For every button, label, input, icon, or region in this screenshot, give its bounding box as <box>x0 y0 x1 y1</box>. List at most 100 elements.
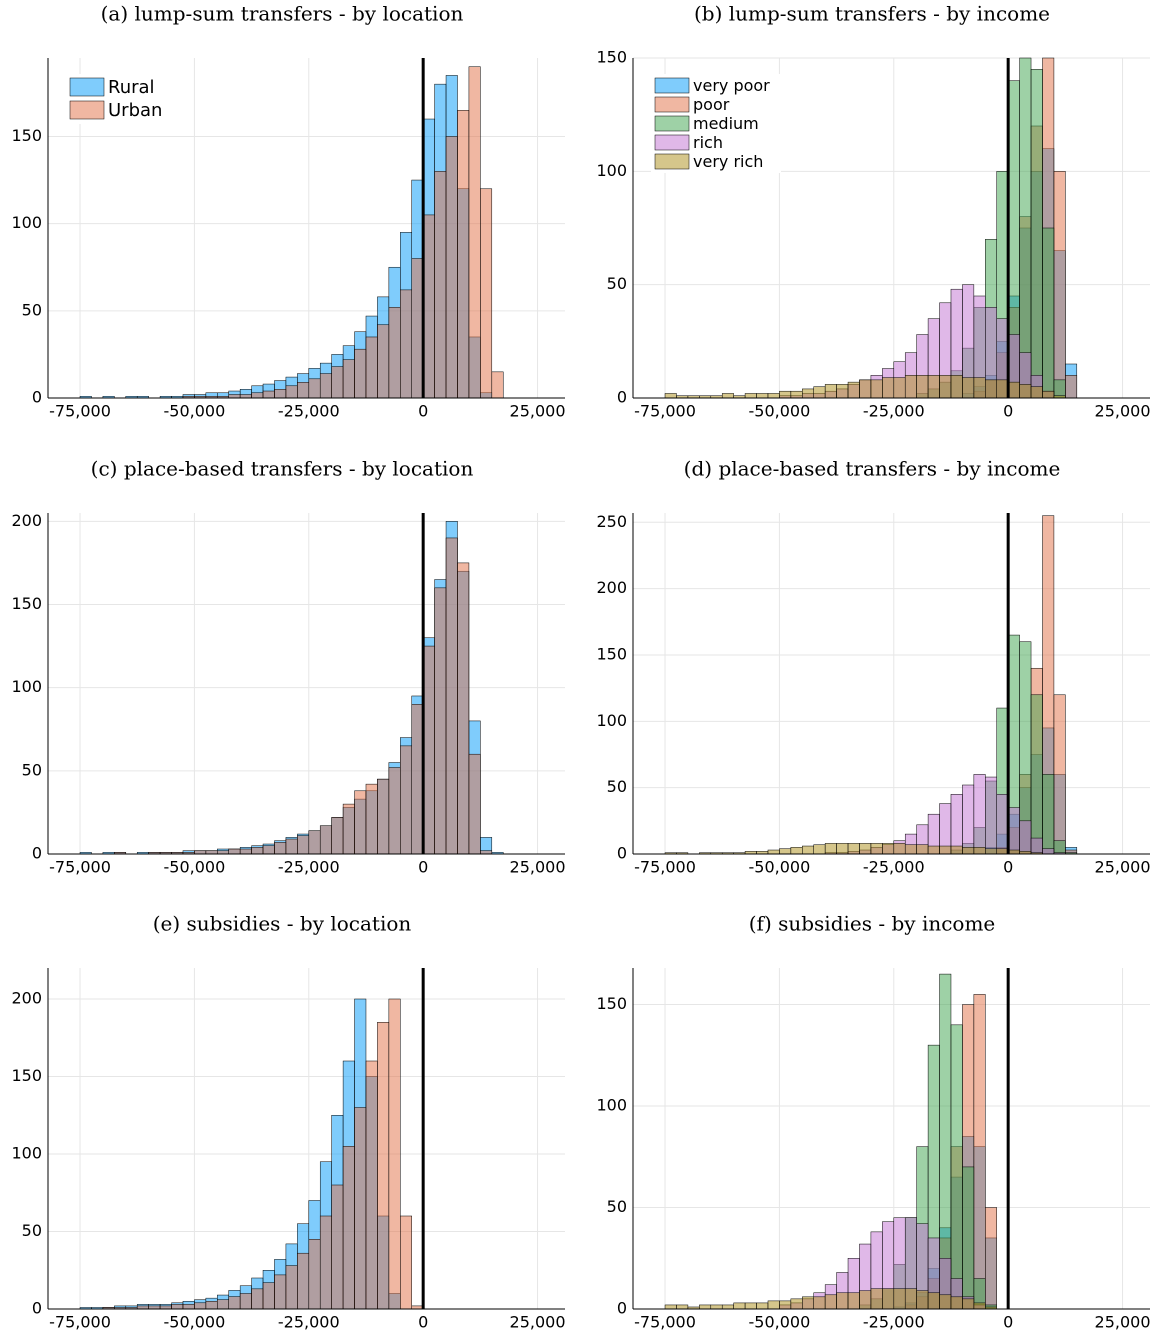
bar <box>790 1298 803 1310</box>
bar <box>950 1296 963 1310</box>
bar <box>194 1302 207 1310</box>
bar <box>756 393 769 399</box>
bar <box>251 392 264 399</box>
bar <box>319 825 332 855</box>
bar <box>710 1304 723 1310</box>
bar <box>1030 69 1043 399</box>
legend-swatch <box>654 115 690 132</box>
bar <box>491 371 504 399</box>
y-tick-label: 100 <box>11 213 42 232</box>
bar <box>744 1302 757 1310</box>
bar <box>411 258 424 399</box>
y-tick-label: 100 <box>596 711 627 730</box>
bar <box>262 1282 275 1310</box>
bar <box>1030 386 1043 399</box>
x-tick-label: -25,000 <box>863 858 925 877</box>
x-tick-label: -25,000 <box>278 1313 340 1332</box>
bar <box>824 1294 837 1310</box>
bar <box>354 790 367 855</box>
y-tick-label: 150 <box>11 126 42 145</box>
bar <box>297 1252 310 1310</box>
bar <box>274 1274 287 1310</box>
bar <box>813 1296 826 1310</box>
bar <box>400 1215 412 1310</box>
x-tick-label: 0 <box>1003 1313 1013 1332</box>
bar <box>445 136 458 399</box>
bar <box>756 1302 769 1310</box>
y-tick-label: 50 <box>22 1221 42 1240</box>
y-tick-label: 150 <box>596 644 627 663</box>
x-tick-label: -75,000 <box>49 1313 111 1332</box>
bar <box>973 847 986 855</box>
bar <box>962 847 975 855</box>
bar <box>1053 694 1066 855</box>
x-tick-label: -75,000 <box>49 858 111 877</box>
bar <box>251 847 264 855</box>
x-tick-label: -75,000 <box>634 402 696 421</box>
bar <box>1053 171 1066 399</box>
y-tick-label: 100 <box>11 1144 42 1163</box>
bar <box>767 849 780 855</box>
legend-label: poor <box>693 95 730 114</box>
legend-swatch <box>654 134 690 151</box>
bar <box>228 1296 241 1310</box>
bar <box>950 845 963 855</box>
y-tick-label: 250 <box>596 512 627 531</box>
bar <box>927 1292 940 1310</box>
x-tick-label: 0 <box>418 858 428 877</box>
y-tick-label: 0 <box>32 388 42 407</box>
bar <box>882 1288 895 1310</box>
bar <box>870 379 883 399</box>
bar <box>779 848 792 855</box>
x-tick-label: -50,000 <box>749 402 811 421</box>
bar <box>836 384 849 399</box>
bar <box>480 188 493 399</box>
bar <box>779 1300 792 1310</box>
x-tick-label: -50,000 <box>749 1313 811 1332</box>
x-tick-label: -50,000 <box>749 858 811 877</box>
bar <box>331 366 344 399</box>
bar <box>744 393 757 399</box>
bar <box>950 1024 963 1310</box>
bar <box>388 767 401 855</box>
legend-label: very rich <box>693 152 763 171</box>
bar <box>331 1184 344 1310</box>
bar <box>859 379 872 399</box>
bar <box>836 843 849 855</box>
y-tick-label: 50 <box>607 274 627 293</box>
chart-title: (f) subsidies - by income <box>749 912 996 936</box>
bar <box>950 375 963 399</box>
y-tick-label: 150 <box>596 48 627 67</box>
bar <box>927 375 940 399</box>
y-tick-label: 100 <box>596 1096 627 1115</box>
x-tick-label: 0 <box>418 1313 428 1332</box>
bar <box>468 753 481 855</box>
bar <box>721 1304 734 1310</box>
bar <box>354 348 367 399</box>
bar <box>1007 807 1020 855</box>
bar <box>308 378 321 399</box>
bar <box>457 562 470 855</box>
bar <box>1030 694 1043 855</box>
bar <box>285 1265 298 1310</box>
x-tick-label: 25,000 <box>1095 1313 1151 1332</box>
bar <box>996 848 1009 855</box>
bar <box>813 386 826 399</box>
bar <box>1042 227 1055 399</box>
bar <box>308 830 321 855</box>
legend-label: Urban <box>108 100 162 121</box>
legend-swatch <box>654 153 690 170</box>
bar <box>228 848 241 855</box>
y-tick-label: 0 <box>617 844 627 863</box>
bar <box>904 375 917 399</box>
y-tick-label: 150 <box>596 994 627 1013</box>
bar <box>262 845 275 855</box>
x-tick-label: 0 <box>418 402 428 421</box>
bar <box>239 848 252 855</box>
bar <box>297 382 310 399</box>
y-tick-label: 50 <box>22 300 42 319</box>
bar <box>870 1288 883 1310</box>
bar <box>996 379 1009 399</box>
y-tick-label: 200 <box>11 511 42 530</box>
x-tick-label: 25,000 <box>510 402 566 421</box>
